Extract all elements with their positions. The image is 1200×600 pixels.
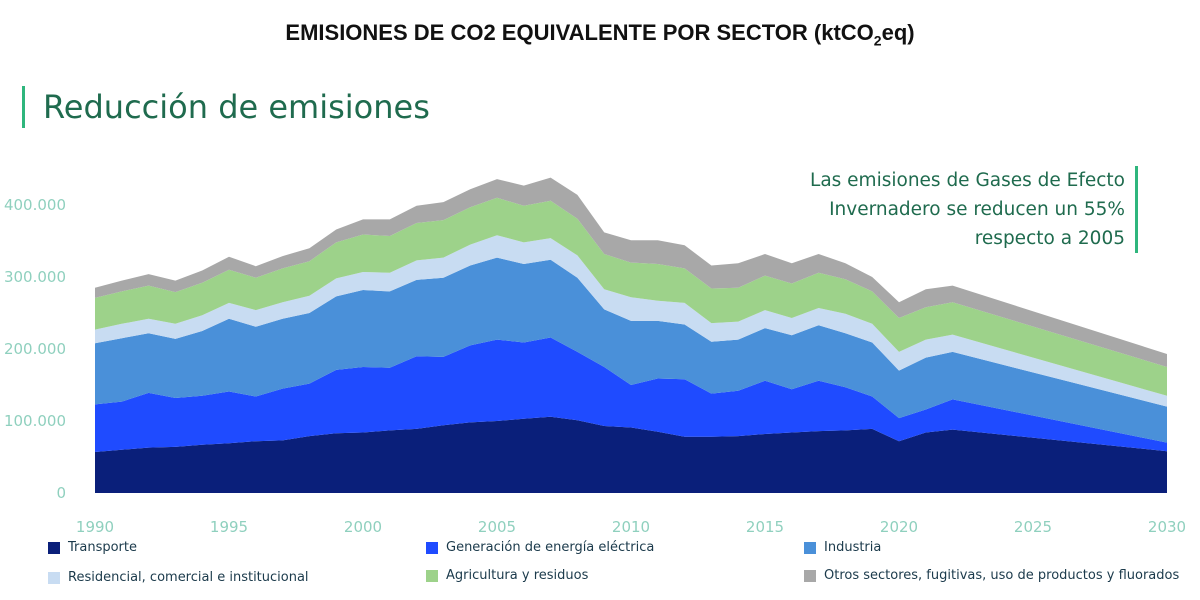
legend-label: Agricultura y residuos <box>446 568 589 583</box>
legend-label: Residencial, comercial e institucional <box>68 570 309 585</box>
x-tick-label: 2015 <box>746 518 784 536</box>
chart-title: EMISIONES DE CO2 EQUIVALENTE POR SECTOR … <box>0 20 1200 48</box>
x-tick-label: 1990 <box>76 518 114 536</box>
annotation-box: Las emisiones de Gases de Efecto Inverna… <box>810 166 1138 253</box>
legend-label: Transporte <box>68 540 137 555</box>
y-axis: 0 100.000 200.000 300.000 400.000 <box>4 196 66 502</box>
annotation-line: Las emisiones de Gases de Efecto <box>810 170 1125 191</box>
y-tick-label: 400.000 <box>4 196 66 214</box>
area-series-5 <box>95 177 1167 367</box>
area-series-4 <box>95 197 1167 396</box>
area-series-2 <box>95 257 1167 443</box>
legend-swatch <box>426 569 438 582</box>
legend-item-transporte: Transporte <box>48 540 137 555</box>
x-tick-label: 1995 <box>210 518 248 536</box>
x-tick-label: 2025 <box>1014 518 1052 536</box>
x-tick-label: 2010 <box>612 518 650 536</box>
x-tick-label: 2030 <box>1148 518 1186 536</box>
title-subscript: 2 <box>873 32 882 49</box>
area-series-0 <box>95 416 1167 493</box>
annotation-line: respecto a 2005 <box>974 228 1125 249</box>
legend-item-residencial: Residencial, comercial e institucional <box>48 570 309 585</box>
legend-item-generacion: Generación de energía eléctrica <box>426 540 654 555</box>
legend-item-agricultura: Agricultura y residuos <box>426 568 588 583</box>
chart-areas <box>95 177 1167 493</box>
y-tick-label: 200.000 <box>4 340 66 358</box>
y-tick-label: 300.000 <box>4 268 66 286</box>
title-end: eq) <box>881 20 915 45</box>
legend-item-otros: Otros sectores, fugitivas, uso de produc… <box>804 568 1179 583</box>
x-tick-label: 2005 <box>478 518 516 536</box>
legend: Transporte Generación de energía eléctri… <box>0 536 1200 596</box>
x-tick-label: 2020 <box>880 518 918 536</box>
legend-item-industria: Industria <box>804 540 881 555</box>
area-series-3 <box>95 235 1167 407</box>
legend-swatch <box>804 569 816 582</box>
y-tick-label: 0 <box>56 484 66 502</box>
legend-label: Otros sectores, fugitivas, uso de produc… <box>824 568 1180 583</box>
y-tick-label: 100.000 <box>4 412 66 430</box>
legend-label: Industria <box>824 540 882 555</box>
legend-swatch <box>48 571 60 584</box>
section-title: Reducción de emisiones <box>22 86 430 128</box>
x-tick-label: 2000 <box>344 518 382 536</box>
legend-swatch <box>426 541 438 554</box>
legend-label: Generación de energía eléctrica <box>446 540 655 555</box>
annotation-line: Invernadero se reducen un 55% <box>829 199 1125 220</box>
legend-swatch <box>804 541 816 554</box>
x-axis: 1990 1995 2000 2005 2010 2015 2020 2025 2030 <box>76 518 1186 536</box>
title-main: EMISIONES DE CO2 EQUIVALENTE POR SECTOR … <box>285 20 874 45</box>
area-series-1 <box>95 337 1167 452</box>
legend-swatch <box>48 541 60 554</box>
